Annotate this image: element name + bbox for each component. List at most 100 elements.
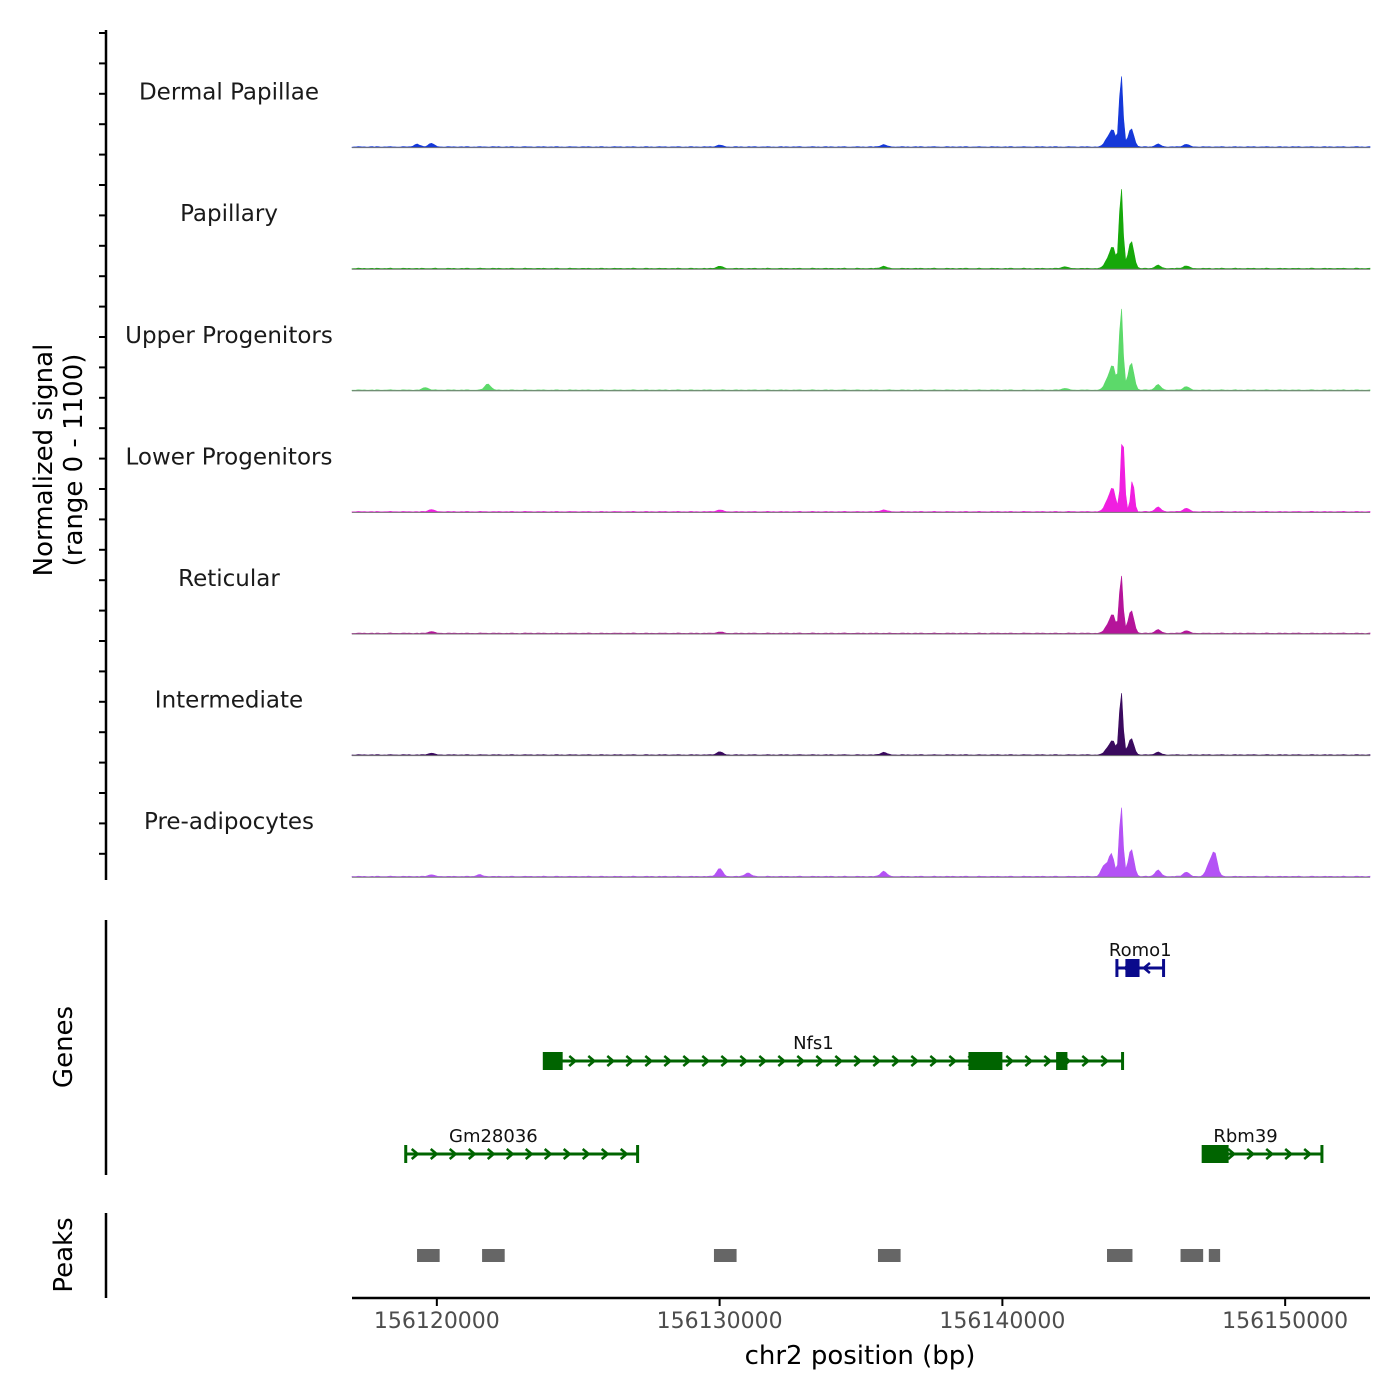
strand-chevron bbox=[581, 1148, 591, 1160]
peak-region bbox=[417, 1249, 440, 1262]
strand-chevron bbox=[891, 1055, 901, 1067]
strand-chevron bbox=[1081, 1055, 1091, 1067]
gene-romo1: Romo1 bbox=[1109, 940, 1172, 977]
track-label: Upper Progenitors bbox=[125, 323, 333, 349]
track-papillary: Papillary bbox=[180, 189, 1371, 270]
strand-chevron bbox=[1246, 1148, 1256, 1160]
gene-exon bbox=[968, 1052, 1003, 1070]
strand-chevron bbox=[834, 1055, 844, 1067]
strand-chevron bbox=[701, 1055, 711, 1067]
genes-axis-label: Genes bbox=[49, 1006, 79, 1088]
strand-chevron bbox=[644, 1055, 654, 1067]
strand-chevron bbox=[1024, 1055, 1034, 1067]
strand-chevron bbox=[486, 1148, 496, 1160]
y-axis-label-line1: Normalized signal bbox=[29, 344, 59, 577]
strand-chevron bbox=[796, 1055, 806, 1067]
track-signal-area bbox=[351, 807, 1371, 878]
track-pre-adipocytes: Pre-adipocytes bbox=[144, 807, 1371, 878]
strand-chevron bbox=[625, 1055, 635, 1067]
strand-chevron bbox=[448, 1148, 458, 1160]
strand-chevron bbox=[1227, 1148, 1237, 1160]
strand-chevron bbox=[815, 1055, 825, 1067]
strand-chevron bbox=[1141, 962, 1151, 974]
strand-chevron bbox=[1005, 1055, 1015, 1067]
track-upper-progenitors: Upper Progenitors bbox=[125, 308, 1371, 392]
track-label: Reticular bbox=[178, 566, 280, 592]
peak-region bbox=[1107, 1249, 1133, 1262]
strand-chevron bbox=[587, 1055, 597, 1067]
track-intermediate: Intermediate bbox=[155, 688, 1371, 757]
strand-chevron bbox=[1100, 1055, 1110, 1067]
track-signal-area bbox=[351, 189, 1371, 270]
coverage-tracks: Dermal Papillae Papillary Upper Progenitor… bbox=[125, 76, 1371, 878]
gene-annotations: Romo1 Nfs1 Gm28036 Rbm39 bbox=[404, 940, 1324, 1163]
strand-chevron bbox=[1043, 1055, 1053, 1067]
strand-chevron bbox=[505, 1148, 515, 1160]
strand-chevron bbox=[568, 1055, 578, 1067]
strand-chevron bbox=[663, 1055, 673, 1067]
coverage-y-axis-title: Normalized signal (range 0 - 1100) bbox=[29, 344, 89, 577]
strand-chevron bbox=[758, 1055, 768, 1067]
strand-chevron bbox=[720, 1055, 730, 1067]
track-label: Intermediate bbox=[155, 688, 303, 714]
x-tick-label: 156130000 bbox=[657, 1309, 783, 1334]
track-signal-area bbox=[351, 443, 1371, 513]
strand-chevron bbox=[1303, 1148, 1313, 1160]
gene-label: Romo1 bbox=[1109, 940, 1172, 961]
x-axis-ticks: 156120000 156130000 156140000 156150000 bbox=[374, 1298, 1348, 1334]
x-axis-title: chr2 position (bp) bbox=[745, 1341, 976, 1371]
coverage-y-ticks bbox=[99, 32, 106, 855]
track-reticular: Reticular bbox=[178, 566, 1371, 635]
peaks-axis-label: Peaks bbox=[49, 1217, 79, 1292]
gene-exon bbox=[544, 1052, 563, 1070]
strand-chevron bbox=[606, 1055, 616, 1067]
strand-chevron bbox=[562, 1148, 572, 1160]
strand-chevron bbox=[872, 1055, 882, 1067]
strand-chevron bbox=[600, 1148, 610, 1160]
x-tick-label: 156150000 bbox=[1222, 1309, 1348, 1334]
x-tick-label: 156140000 bbox=[939, 1309, 1065, 1334]
x-tick-label: 156120000 bbox=[374, 1309, 500, 1334]
peak-region bbox=[1180, 1249, 1204, 1262]
track-label: Pre-adipocytes bbox=[144, 809, 314, 835]
strand-chevron bbox=[543, 1148, 553, 1160]
strand-chevron bbox=[1265, 1148, 1275, 1160]
strand-chevron bbox=[467, 1148, 477, 1160]
y-axis-label-line2: (range 0 - 1100) bbox=[59, 354, 89, 567]
gene-label: Gm28036 bbox=[449, 1126, 538, 1147]
strand-chevron bbox=[619, 1148, 629, 1160]
gene-nfs1: Nfs1 bbox=[542, 1033, 1125, 1070]
strand-chevron bbox=[948, 1055, 958, 1067]
strand-chevron bbox=[524, 1148, 534, 1160]
strand-chevron bbox=[910, 1055, 920, 1067]
gene-gm28036: Gm28036 bbox=[404, 1126, 640, 1163]
peak-regions bbox=[417, 1249, 1221, 1262]
strand-chevron bbox=[739, 1055, 749, 1067]
peak-region bbox=[713, 1249, 737, 1262]
track-dermal-papillae: Dermal Papillae bbox=[139, 76, 1371, 149]
strand-chevron bbox=[777, 1055, 787, 1067]
strand-chevron bbox=[1284, 1148, 1294, 1160]
gene-label: Nfs1 bbox=[793, 1033, 834, 1054]
track-label: Dermal Papillae bbox=[139, 80, 319, 106]
strand-chevron bbox=[929, 1055, 939, 1067]
track-lower-progenitors: Lower Progenitors bbox=[126, 443, 1371, 513]
track-signal-area bbox=[351, 76, 1371, 148]
strand-chevron bbox=[429, 1148, 439, 1160]
gene-exon bbox=[1125, 959, 1140, 977]
track-signal-area bbox=[351, 693, 1371, 756]
strand-chevron bbox=[853, 1055, 863, 1067]
gene-rbm39: Rbm39 bbox=[1201, 1126, 1324, 1163]
track-signal-area bbox=[351, 308, 1371, 392]
gene-exon bbox=[1056, 1052, 1068, 1070]
peak-region bbox=[877, 1249, 901, 1262]
track-label: Lower Progenitors bbox=[126, 444, 333, 470]
track-signal-area bbox=[351, 575, 1371, 635]
peak-region bbox=[1208, 1249, 1221, 1262]
strand-chevron bbox=[682, 1055, 692, 1067]
track-label: Papillary bbox=[180, 201, 278, 227]
peak-region bbox=[482, 1249, 505, 1262]
gene-label: Rbm39 bbox=[1213, 1126, 1277, 1147]
strand-chevron bbox=[410, 1148, 420, 1160]
